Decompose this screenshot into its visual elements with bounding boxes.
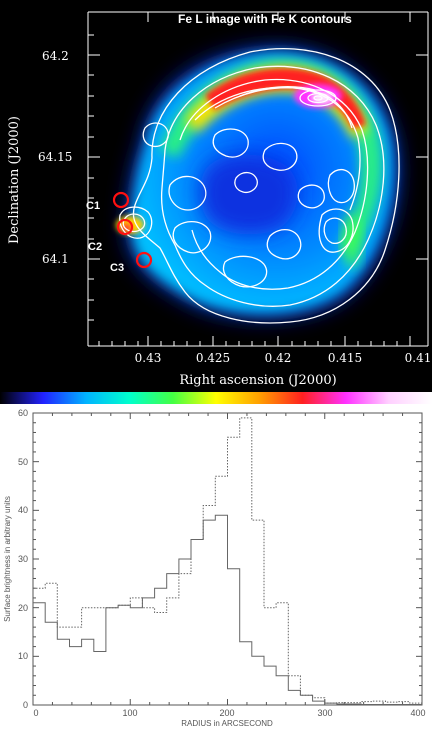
profile-x-tick-labels: 0 100 200 300 400 [33, 708, 425, 718]
contour-outer [132, 48, 400, 324]
image-x-axis-label: Right ascension (J2000) [179, 373, 336, 388]
image-x-tick-label: 0.42 [265, 351, 292, 365]
contour-inner-9 [297, 184, 325, 209]
region-c1-label: C1 [86, 200, 100, 212]
profile-y-tick-label: 10 [18, 651, 28, 661]
image-y-tick-label: 64.1 [42, 252, 69, 266]
image-y-tick-label: 64.15 [38, 150, 72, 164]
profile-y-tick-label: 60 [18, 408, 28, 418]
profile-x-tick-label: 100 [122, 708, 137, 718]
region-c3-circle [135, 251, 153, 269]
profile-y-tick-label: 50 [18, 457, 28, 467]
profile-series-solid [33, 514, 422, 705]
x-minor-ticks [98, 341, 398, 346]
contour-inner-2 [168, 175, 207, 211]
image-y-tick-labels: 64.2 64.15 64.1 [38, 49, 72, 266]
source-regions [112, 191, 153, 269]
contour-inner-8 [142, 122, 169, 148]
y-minor-ticks [88, 34, 94, 321]
fe-k-contours [119, 48, 400, 324]
image-panel: C1 C2 C3 Fe L image with Fe K contours [0, 0, 432, 392]
colorbar [0, 392, 432, 404]
image-x-tick-labels: 0.43 0.425 0.42 0.415 0.41 [135, 351, 432, 365]
contour-inner-7 [266, 229, 302, 260]
contour-east-lobe-inner [122, 213, 146, 233]
contour-inner-6 [234, 171, 258, 194]
contour-west-3 [323, 217, 347, 244]
profile-x-axis-label: RADIUS in ARCSECOND [181, 719, 273, 728]
contour-peak-3 [313, 95, 323, 101]
profile-y-tick-label: 20 [18, 603, 28, 613]
profile-series-dotted [33, 417, 422, 704]
image-x-tick-label: 0.43 [135, 351, 162, 365]
x-major-ticks-bottom [147, 336, 411, 346]
profile-y-tick-label: 30 [18, 554, 28, 564]
region-c3-label: C3 [110, 262, 124, 274]
profile-ticks [32, 412, 423, 706]
contour-west-2 [318, 208, 354, 253]
contour-5 [214, 87, 353, 129]
interior-cavity [199, 154, 298, 235]
profile-x-tick-label: 0 [33, 708, 38, 718]
image-y-tick-label: 64.2 [42, 49, 69, 63]
profile-x-tick-label: 300 [317, 708, 332, 718]
profile-y-tick-label: 40 [18, 505, 28, 515]
image-title: Fe L image with Fe K contours [178, 12, 352, 26]
contour-peak-1 [299, 89, 337, 107]
red-arc [205, 68, 366, 128]
contour-east-lobe [119, 206, 153, 239]
image-frame-ticks [87, 11, 429, 347]
profile-x-tick-label: 400 [410, 708, 425, 718]
contour-4 [194, 86, 361, 211]
contour-inner-3 [172, 221, 212, 254]
image-x-tick-label: 0.41 [405, 351, 432, 365]
image-x-tick-label: 0.415 [328, 351, 362, 365]
y-major-ticks [88, 54, 428, 260]
x-major-ticks-top [147, 12, 411, 22]
profile-x-tick-label: 200 [219, 708, 234, 718]
contour-inner-5 [262, 142, 298, 171]
contour-west-1 [327, 169, 355, 204]
profile-y-axis-label: Surface brightness in arbitrary units [3, 496, 12, 622]
contour-2 [160, 65, 385, 307]
region-c2-circle [116, 218, 134, 236]
contour-inner-1 [212, 128, 249, 158]
contour-inner-4 [222, 255, 268, 288]
contour-peak-2 [307, 92, 329, 104]
image-x-tick-label: 0.425 [196, 351, 230, 365]
profile-y-tick-label: 0 [23, 700, 28, 710]
region-c1-circle [112, 191, 130, 209]
profile-series [33, 417, 422, 705]
profile-panel: 0 10 20 30 40 50 60 0 100 200 300 400 RA… [3, 408, 426, 728]
image-y-axis-label: Declination (J2000) [7, 116, 22, 244]
contour-6 [239, 86, 316, 97]
profile-y-tick-labels: 0 10 20 30 40 50 60 [18, 408, 28, 710]
region-c2-label: C2 [88, 241, 102, 253]
